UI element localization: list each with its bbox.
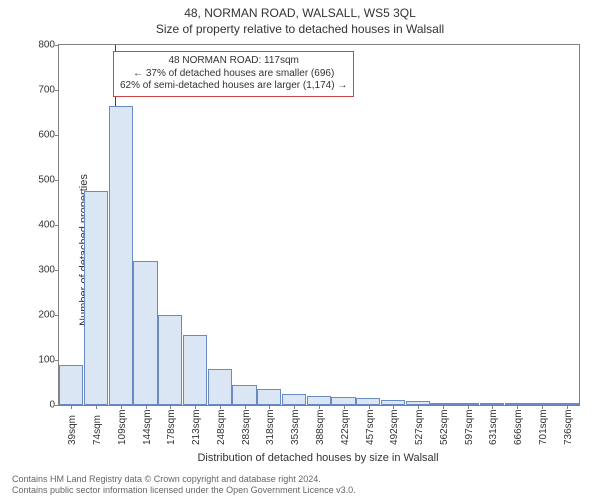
histogram-bar bbox=[158, 315, 182, 405]
y-tick-mark bbox=[55, 270, 59, 271]
x-tick-label: 422sqm bbox=[340, 409, 351, 445]
x-tick-label: 701sqm bbox=[538, 409, 549, 445]
x-tick-label: 74sqm bbox=[92, 415, 103, 445]
x-tick-mark bbox=[567, 405, 568, 409]
x-tick-label: 213sqm bbox=[191, 409, 202, 445]
histogram-bar bbox=[257, 389, 281, 405]
histogram-bar bbox=[232, 385, 256, 405]
y-tick-mark bbox=[55, 90, 59, 91]
y-tick-mark bbox=[55, 405, 59, 406]
x-tick-mark bbox=[443, 405, 444, 409]
x-tick-label: 109sqm bbox=[117, 409, 128, 445]
x-tick-label: 144sqm bbox=[142, 409, 153, 445]
y-tick-mark bbox=[55, 45, 59, 46]
annotation-box: 48 NORMAN ROAD: 117sqm ← 37% of detached… bbox=[113, 51, 354, 97]
x-tick-mark bbox=[121, 405, 122, 409]
histogram-bar bbox=[331, 397, 355, 405]
x-tick-mark bbox=[468, 405, 469, 409]
histogram-bar bbox=[307, 396, 331, 405]
x-tick-label: 666sqm bbox=[513, 409, 524, 445]
x-tick-mark bbox=[344, 405, 345, 409]
x-tick-label: 736sqm bbox=[563, 409, 574, 445]
x-tick-mark bbox=[393, 405, 394, 409]
annotation-line3: 62% of semi-detached houses are larger (… bbox=[120, 80, 347, 93]
x-tick-label: 318sqm bbox=[265, 409, 276, 445]
x-tick-mark bbox=[294, 405, 295, 409]
x-tick-label: 492sqm bbox=[389, 409, 400, 445]
x-tick-label: 39sqm bbox=[67, 415, 78, 445]
footer-line1: Contains HM Land Registry data © Crown c… bbox=[12, 474, 356, 485]
annotation-line1: 48 NORMAN ROAD: 117sqm bbox=[120, 55, 347, 68]
x-tick-mark bbox=[220, 405, 221, 409]
x-tick-label: 527sqm bbox=[414, 409, 425, 445]
footer-attribution: Contains HM Land Registry data © Crown c… bbox=[12, 474, 356, 496]
x-tick-mark bbox=[418, 405, 419, 409]
x-tick-label: 388sqm bbox=[315, 409, 326, 445]
histogram-bar bbox=[84, 191, 108, 405]
histogram-bar bbox=[356, 398, 380, 405]
x-tick-label: 248sqm bbox=[216, 409, 227, 445]
x-tick-label: 353sqm bbox=[290, 409, 301, 445]
chart-title: 48, NORMAN ROAD, WALSALL, WS5 3QL bbox=[0, 0, 600, 20]
y-tick-mark bbox=[55, 315, 59, 316]
x-tick-label: 597sqm bbox=[464, 409, 475, 445]
x-tick-mark bbox=[96, 405, 97, 409]
plot-area: 48 NORMAN ROAD: 117sqm ← 37% of detached… bbox=[58, 44, 580, 406]
histogram-bar bbox=[208, 369, 232, 405]
annotation-line2: ← 37% of detached houses are smaller (69… bbox=[120, 68, 347, 81]
x-tick-label: 631sqm bbox=[488, 409, 499, 445]
x-tick-mark bbox=[71, 405, 72, 409]
x-tick-mark bbox=[146, 405, 147, 409]
x-axis-label: Distribution of detached houses by size … bbox=[58, 452, 578, 464]
x-tick-mark bbox=[269, 405, 270, 409]
x-tick-label: 562sqm bbox=[439, 409, 450, 445]
histogram-bar bbox=[59, 365, 83, 406]
x-tick-mark bbox=[195, 405, 196, 409]
histogram-bar bbox=[282, 394, 306, 405]
y-tick-mark bbox=[55, 360, 59, 361]
y-tick-mark bbox=[55, 225, 59, 226]
x-tick-mark bbox=[369, 405, 370, 409]
x-tick-mark bbox=[319, 405, 320, 409]
y-tick-mark bbox=[55, 180, 59, 181]
x-tick-mark bbox=[542, 405, 543, 409]
x-tick-mark bbox=[492, 405, 493, 409]
x-tick-mark bbox=[517, 405, 518, 409]
chart-container: 48, NORMAN ROAD, WALSALL, WS5 3QL Size o… bbox=[0, 0, 600, 500]
x-tick-label: 283sqm bbox=[241, 409, 252, 445]
histogram-bar bbox=[109, 106, 133, 405]
histogram-bar bbox=[133, 261, 157, 405]
histogram-bar bbox=[183, 335, 207, 405]
footer-line2: Contains public sector information licen… bbox=[12, 485, 356, 496]
x-tick-label: 178sqm bbox=[166, 409, 177, 445]
chart-subtitle: Size of property relative to detached ho… bbox=[0, 20, 600, 36]
x-tick-label: 457sqm bbox=[365, 409, 376, 445]
y-tick-mark bbox=[55, 135, 59, 136]
x-tick-mark bbox=[245, 405, 246, 409]
x-tick-mark bbox=[170, 405, 171, 409]
